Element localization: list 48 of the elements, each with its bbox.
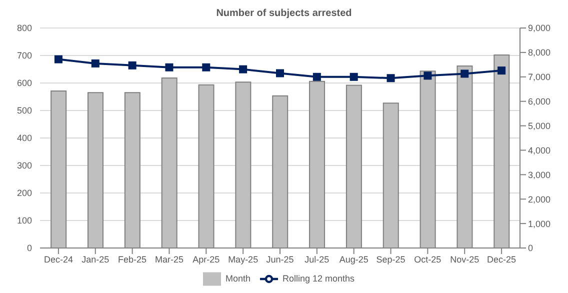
y-tick-label: 0: [26, 243, 32, 254]
y2-tick-label: 7,000: [528, 72, 551, 82]
y2-tick-label: 8,000: [528, 48, 551, 58]
y-tick-label: 500: [16, 106, 32, 116]
x-tick-label: Aug-25: [339, 254, 368, 264]
point: [239, 65, 248, 74]
y2-tick-label: 1,000: [528, 218, 551, 229]
x-tick-label: Jan-25: [82, 254, 110, 264]
x-tick-label: Mar-25: [154, 254, 184, 264]
point: [165, 63, 174, 72]
point: [498, 66, 506, 75]
point: [202, 63, 210, 72]
y2-tick-label: 5,000: [528, 120, 551, 131]
x-tick-label: Jun-25: [266, 254, 294, 264]
point: [91, 59, 100, 68]
y2-tick-label: 0: [528, 243, 534, 254]
point: [128, 61, 136, 70]
y2-tick-label: 9,000: [528, 23, 551, 34]
y2-tick-label: 2,000: [528, 194, 551, 204]
chart-title: Number of subjects arrested: [215, 8, 353, 21]
legend-label: Rolling 12 months: [282, 273, 355, 284]
point: [424, 72, 432, 80]
x-tick-label: Dec-24: [44, 254, 73, 264]
point: [386, 74, 395, 82]
point: [54, 55, 62, 64]
y-tick-label: 200: [16, 188, 32, 198]
x-tick-label: Dec-25: [487, 254, 516, 264]
y-tick-label: 100: [16, 216, 32, 226]
y-tick-label: 600: [16, 78, 32, 88]
x-tick-label: Nov-25: [450, 254, 480, 264]
y-tick-label: 400: [16, 133, 32, 144]
y2-tick-label: 6,000: [528, 96, 551, 107]
point: [312, 72, 321, 81]
y2-tick-label: 4,000: [528, 145, 551, 156]
x-tick-label: Feb-25: [118, 254, 147, 264]
point: [460, 70, 469, 78]
point: [350, 72, 358, 81]
x-tick-label: Apr-25: [192, 254, 220, 264]
y-tick-label: 300: [16, 160, 32, 171]
x-tick-label: May-25: [228, 254, 258, 264]
x-tick-label: Jul-25: [304, 254, 330, 264]
y-tick-label: 700: [16, 50, 32, 61]
point: [276, 69, 284, 78]
x-tick-label: Oct-25: [414, 254, 442, 264]
legend-label: Month: [225, 273, 250, 284]
y-tick-label: 800: [16, 23, 32, 34]
y2-tick-label: 3,000: [528, 170, 551, 180]
x-tick-label: Sep-25: [376, 254, 406, 264]
